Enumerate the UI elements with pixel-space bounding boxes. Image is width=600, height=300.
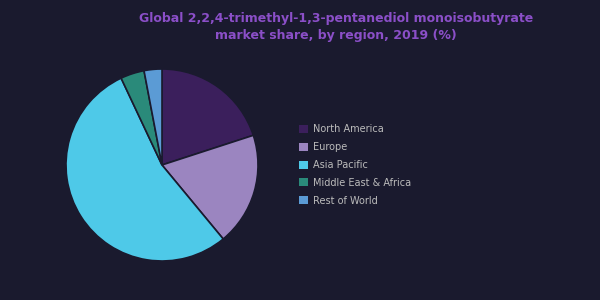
Wedge shape <box>121 71 162 165</box>
Text: Global 2,2,4-trimethyl-1,3-pentanediol monoisobutyrate
market share, by region, : Global 2,2,4-trimethyl-1,3-pentanediol m… <box>139 12 533 42</box>
Legend: North America, Europe, Asia Pacific, Middle East & Africa, Rest of World: North America, Europe, Asia Pacific, Mid… <box>299 124 412 206</box>
Wedge shape <box>162 69 253 165</box>
Wedge shape <box>162 135 258 239</box>
Wedge shape <box>144 69 162 165</box>
Wedge shape <box>66 78 223 261</box>
